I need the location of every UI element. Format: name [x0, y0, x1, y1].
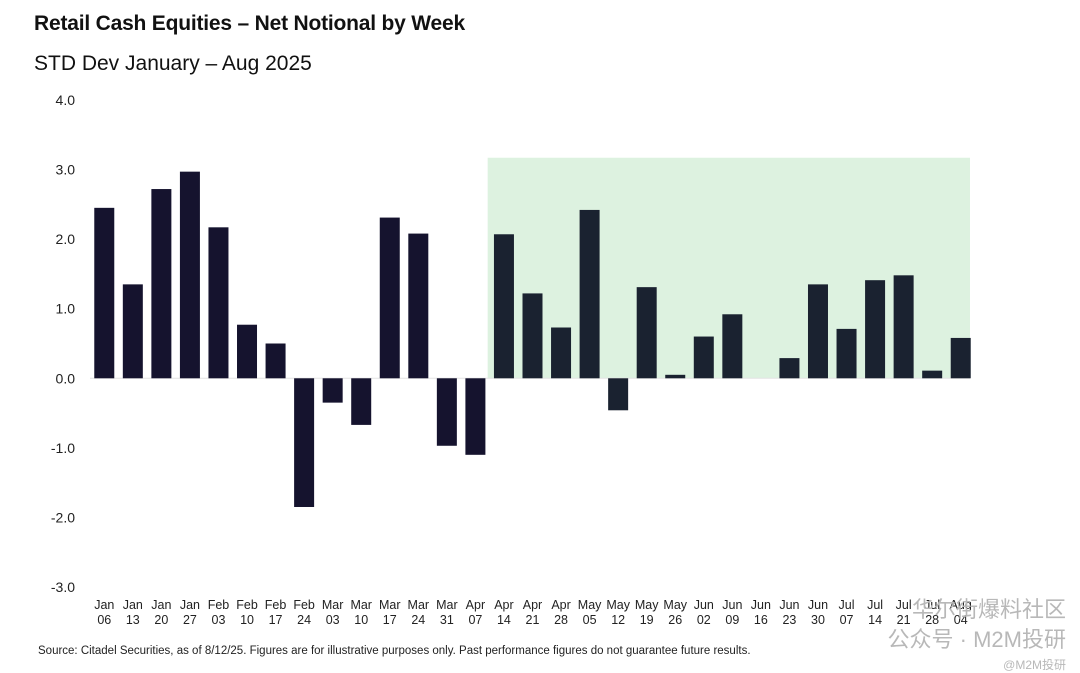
x-tick-label: Feb 24 — [293, 598, 315, 627]
bar — [579, 209, 600, 379]
watermark: 华尔街爆料社区 公众号 · M2M投研 @M2M投研 — [888, 592, 1066, 673]
x-tick-label: Feb 10 — [236, 598, 258, 627]
bar — [322, 378, 343, 403]
bar — [94, 207, 115, 379]
x-tick-label: Jun 02 — [694, 598, 714, 627]
x-tick-label: Jun 09 — [722, 598, 742, 627]
bar — [294, 378, 315, 507]
bar — [265, 343, 286, 379]
y-tick-label: 4.0 — [56, 92, 76, 108]
x-tick-label: Mar 17 — [379, 598, 401, 627]
y-tick-label: 1.0 — [56, 301, 76, 317]
x-tick-label: Mar 03 — [322, 598, 344, 627]
x-tick-label: Apr 21 — [523, 598, 542, 627]
bar — [237, 324, 258, 379]
y-tick-label: -1.0 — [51, 440, 75, 456]
x-tick-label: Mar 10 — [350, 598, 372, 627]
watermark-line-3: @M2M投研 — [1003, 658, 1066, 672]
x-tick-label: Jan 06 — [94, 598, 114, 627]
bar — [922, 370, 943, 379]
chart-subtitle: STD Dev January – Aug 2025 — [34, 52, 312, 75]
bar — [179, 171, 200, 379]
watermark-line-2: 公众号 · M2M投研 — [887, 627, 1066, 652]
y-tick-label: -2.0 — [51, 509, 75, 525]
x-tick-label: Jul 28 — [924, 598, 940, 627]
x-tick-label: Feb 17 — [265, 598, 287, 627]
bar — [522, 293, 543, 379]
bar — [493, 234, 514, 379]
chart-title: Retail Cash Equities – Net Notional by W… — [34, 12, 465, 35]
x-tick-label: Jan 27 — [180, 598, 200, 627]
bar — [807, 284, 828, 379]
bar — [208, 227, 229, 379]
x-tick-label: Jul 14 — [867, 598, 883, 627]
y-tick-label: 0.0 — [56, 370, 76, 386]
x-tick-label: May 05 — [578, 598, 602, 627]
x-tick-label: Mar 24 — [408, 598, 430, 627]
bar — [465, 378, 486, 455]
x-tick-label: May 12 — [606, 598, 630, 627]
bar — [779, 358, 800, 379]
bar — [693, 336, 714, 379]
bar — [351, 378, 372, 425]
bar — [379, 217, 400, 379]
x-tick-label: Mar 31 — [436, 598, 458, 627]
bar — [408, 233, 429, 379]
x-tick-label: Feb 03 — [208, 598, 230, 627]
y-tick-label: 3.0 — [56, 162, 76, 178]
watermark-line-1: 华尔街爆料社区 — [911, 597, 1066, 622]
x-tick-label: May 19 — [635, 598, 659, 627]
bar — [722, 314, 743, 379]
bar — [665, 374, 686, 379]
x-tick-label: Apr 28 — [551, 598, 570, 627]
y-tick-label: -3.0 — [51, 579, 75, 595]
x-tick-label: Apr 07 — [466, 598, 485, 627]
bar — [836, 328, 857, 379]
x-tick-label: Jun 23 — [779, 598, 799, 627]
x-tick-label: Jul 07 — [839, 598, 855, 627]
bar — [122, 284, 143, 379]
x-tick-label: Jun 16 — [751, 598, 771, 627]
x-tick-label: Apr 14 — [494, 598, 513, 627]
bar — [893, 275, 914, 379]
y-tick-label: 2.0 — [56, 231, 76, 247]
x-tick-label: Jun 30 — [808, 598, 828, 627]
bar — [865, 280, 886, 379]
bar — [608, 378, 629, 411]
x-tick-label: Jan 20 — [151, 598, 171, 627]
bar — [950, 337, 971, 379]
x-tick-label: Jul 21 — [896, 598, 912, 627]
bar — [436, 378, 457, 446]
x-tick-label: Aug 04 — [950, 598, 972, 627]
source-note: Source: Citadel Securities, as of 8/12/2… — [38, 645, 751, 657]
x-tick-label: May 26 — [663, 598, 687, 627]
bar — [151, 189, 172, 379]
bar — [551, 327, 572, 379]
x-tick-label: Jan 13 — [123, 598, 143, 627]
bar — [636, 287, 657, 379]
